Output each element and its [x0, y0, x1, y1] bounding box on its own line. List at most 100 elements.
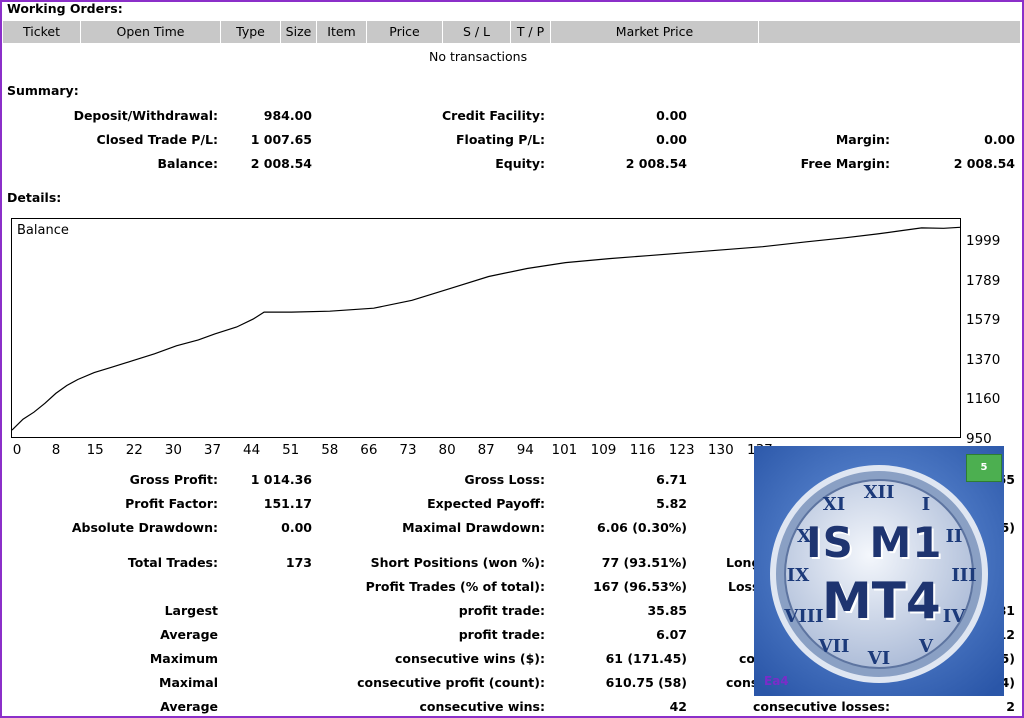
loss-trades-label: Loss	[728, 579, 760, 594]
average-label: Average	[160, 627, 218, 642]
col-sl[interactable]: S / L	[443, 21, 511, 43]
x-tick-label: 123	[668, 442, 695, 458]
largest-value: 35.85	[647, 603, 687, 618]
free-margin-value: 2 008.54	[953, 156, 1015, 171]
balance-value: 2 008.54	[250, 156, 312, 171]
largest-sub-label: profit trade:	[458, 603, 545, 618]
x-tick-label: 80	[438, 442, 456, 458]
total-trades-label: Total Trades:	[127, 555, 218, 570]
x-tick-label: 87	[477, 442, 495, 458]
abs-drawdown-label: Absolute Drawdown:	[71, 520, 218, 535]
partial-cons-label: cons	[726, 675, 759, 690]
y-tick-label: 1579	[966, 312, 1001, 329]
average-sub-label: profit trade:	[458, 627, 545, 642]
balance-label: Balance:	[157, 156, 218, 171]
promo-overlay-image: XII I II III IV V VI VII VIII IX X XI 5 …	[754, 446, 1004, 696]
col-item[interactable]: Item	[317, 21, 367, 43]
balance-chart-svg	[12, 226, 960, 431]
no-transactions-text: No transactions	[429, 49, 528, 64]
y-tick-label: 950	[966, 431, 992, 447]
col-price[interactable]: Price	[367, 21, 443, 43]
maximum-value: 61 (171.45)	[605, 651, 687, 666]
max-drawdown-label: Maximal Drawdown:	[402, 520, 545, 535]
average-value: 6.07	[656, 627, 687, 642]
details-title: Details:	[7, 190, 62, 205]
x-tick-label: 94	[516, 442, 534, 458]
promo-title-line1: IS M1	[806, 518, 943, 567]
margin-value: 0.00	[984, 132, 1015, 147]
x-tick-label: 66	[360, 442, 378, 458]
gross-loss-label: Gross Loss:	[464, 472, 545, 487]
svg-text:III: III	[951, 565, 976, 586]
col-market-price[interactable]: Market Price	[551, 21, 759, 43]
max-drawdown-value: 6.06 (0.30%)	[597, 520, 687, 535]
margin-label: Margin:	[835, 132, 890, 147]
x-tick-label: 15	[86, 442, 104, 458]
balance-line	[12, 226, 960, 431]
equity-value: 2 008.54	[625, 156, 687, 171]
working-orders-header: Ticket Open Time Type Size Item Price S …	[3, 21, 1020, 43]
profit-factor-label: Profit Factor:	[125, 496, 218, 511]
promo-title-line2: MT4	[822, 572, 941, 630]
clock-illustration: XII I II III IV V VI VII VIII IX X XI	[754, 446, 1004, 696]
gross-loss-value: 6.71	[656, 472, 687, 487]
rating-badge: 5	[966, 454, 1002, 482]
profit-trades-value: 167 (96.53%)	[593, 579, 687, 594]
col-ticket[interactable]: Ticket	[3, 21, 81, 43]
x-tick-label: 30	[164, 442, 182, 458]
svg-text:XII: XII	[864, 482, 895, 503]
y-tick-label: 1789	[966, 272, 1001, 289]
svg-text:I: I	[922, 494, 930, 515]
closed-pl-value: 1 007.65	[250, 132, 312, 147]
y-tick-label: 1999	[966, 233, 1001, 249]
x-tick-label: 101	[551, 442, 578, 458]
free-margin-label: Free Margin:	[800, 156, 890, 171]
svg-text:X: X	[797, 526, 811, 547]
floating-value: 0.00	[656, 132, 687, 147]
maximum-sub-label: consecutive wins ($):	[394, 651, 545, 666]
y-tick-label: 1160	[966, 391, 1001, 408]
x-tick-label: 22	[125, 442, 143, 458]
svg-text:XI: XI	[823, 494, 845, 515]
svg-text:VII: VII	[818, 636, 850, 657]
col-blank	[759, 21, 1020, 43]
x-tick-label: 58	[321, 442, 339, 458]
right-fragment-6: 4)	[1000, 675, 1015, 690]
svg-text:VIII: VIII	[783, 606, 823, 627]
short-positions-value: 77 (93.51%)	[601, 555, 687, 570]
expected-payoff-label: Expected Payoff:	[427, 496, 545, 511]
expected-payoff-value: 5.82	[656, 496, 687, 511]
x-tick-label: 51	[282, 442, 300, 458]
balance-chart: Balance	[11, 218, 961, 438]
equity-label: Equity:	[495, 156, 545, 171]
y-tick-label: 1370	[966, 351, 1001, 368]
svg-text:II: II	[946, 526, 963, 547]
x-tick-label: 0	[12, 442, 22, 458]
credit-value: 0.00	[656, 108, 687, 123]
col-tp[interactable]: T / P	[511, 21, 551, 43]
average-consecutive-value: 42	[669, 699, 687, 714]
col-size[interactable]: Size	[281, 21, 317, 43]
chart-title: Balance	[17, 223, 69, 238]
x-tick-label: 73	[399, 442, 417, 458]
closed-pl-label: Closed Trade P/L:	[96, 132, 218, 147]
x-tick-label: 37	[203, 442, 222, 458]
average-consecutive-label: Average	[160, 699, 218, 714]
consecutive-losses-label: consecutive losses:	[752, 699, 890, 714]
right-fragment-2: 5)	[1000, 520, 1015, 535]
col-open-time[interactable]: Open Time	[81, 21, 221, 43]
maximal-value: 610.75 (58)	[605, 675, 687, 690]
partial-co-label: co	[739, 651, 755, 666]
svg-text:V: V	[918, 636, 934, 657]
total-trades-value: 173	[285, 555, 312, 570]
x-tick-label: 109	[590, 442, 617, 458]
svg-text:VI: VI	[867, 648, 890, 669]
maximal-label: Maximal	[159, 675, 218, 690]
right-fragment-5: 5)	[1000, 651, 1015, 666]
gross-profit-value: 1 014.36	[250, 472, 312, 487]
col-type[interactable]: Type	[221, 21, 281, 43]
abs-drawdown-value: 0.00	[281, 520, 312, 535]
x-tick-label: 116	[629, 442, 656, 458]
long-positions-label: Long	[726, 555, 761, 570]
